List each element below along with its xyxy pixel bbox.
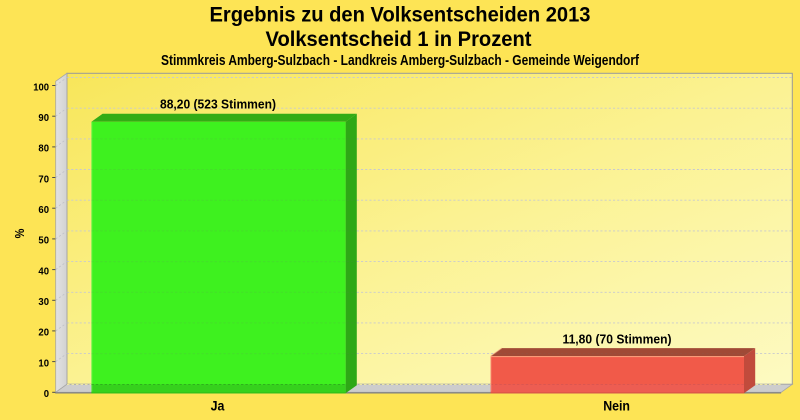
svg-text:30: 30 (38, 296, 49, 308)
svg-text:70: 70 (38, 173, 49, 185)
svg-text:Ja: Ja (211, 397, 225, 413)
svg-text:50: 50 (38, 235, 49, 247)
svg-text:60: 60 (38, 204, 49, 216)
svg-text:10: 10 (38, 357, 49, 369)
svg-text:100: 100 (33, 81, 49, 93)
svg-text:88,20 (523 Stimmen): 88,20 (523 Stimmen) (160, 96, 276, 111)
svg-text:%: % (12, 228, 27, 238)
svg-text:0: 0 (44, 388, 49, 400)
svg-text:Ergebnis zu den Volksentscheid: Ergebnis zu den Volksentscheiden 2013 (210, 3, 591, 27)
svg-text:Stimmkreis Amberg-Sulzbach - L: Stimmkreis Amberg-Sulzbach - Landkreis A… (161, 52, 640, 69)
svg-text:11,80 (70 Stimmen): 11,80 (70 Stimmen) (563, 332, 672, 347)
svg-text:40: 40 (38, 265, 49, 277)
svg-text:20: 20 (38, 327, 49, 339)
svg-text:Volksentscheid 1 in Prozent: Volksentscheid 1 in Prozent (266, 27, 532, 51)
svg-text:Nein: Nein (603, 397, 630, 413)
svg-text:80: 80 (38, 143, 49, 155)
svg-text:90: 90 (38, 112, 49, 124)
